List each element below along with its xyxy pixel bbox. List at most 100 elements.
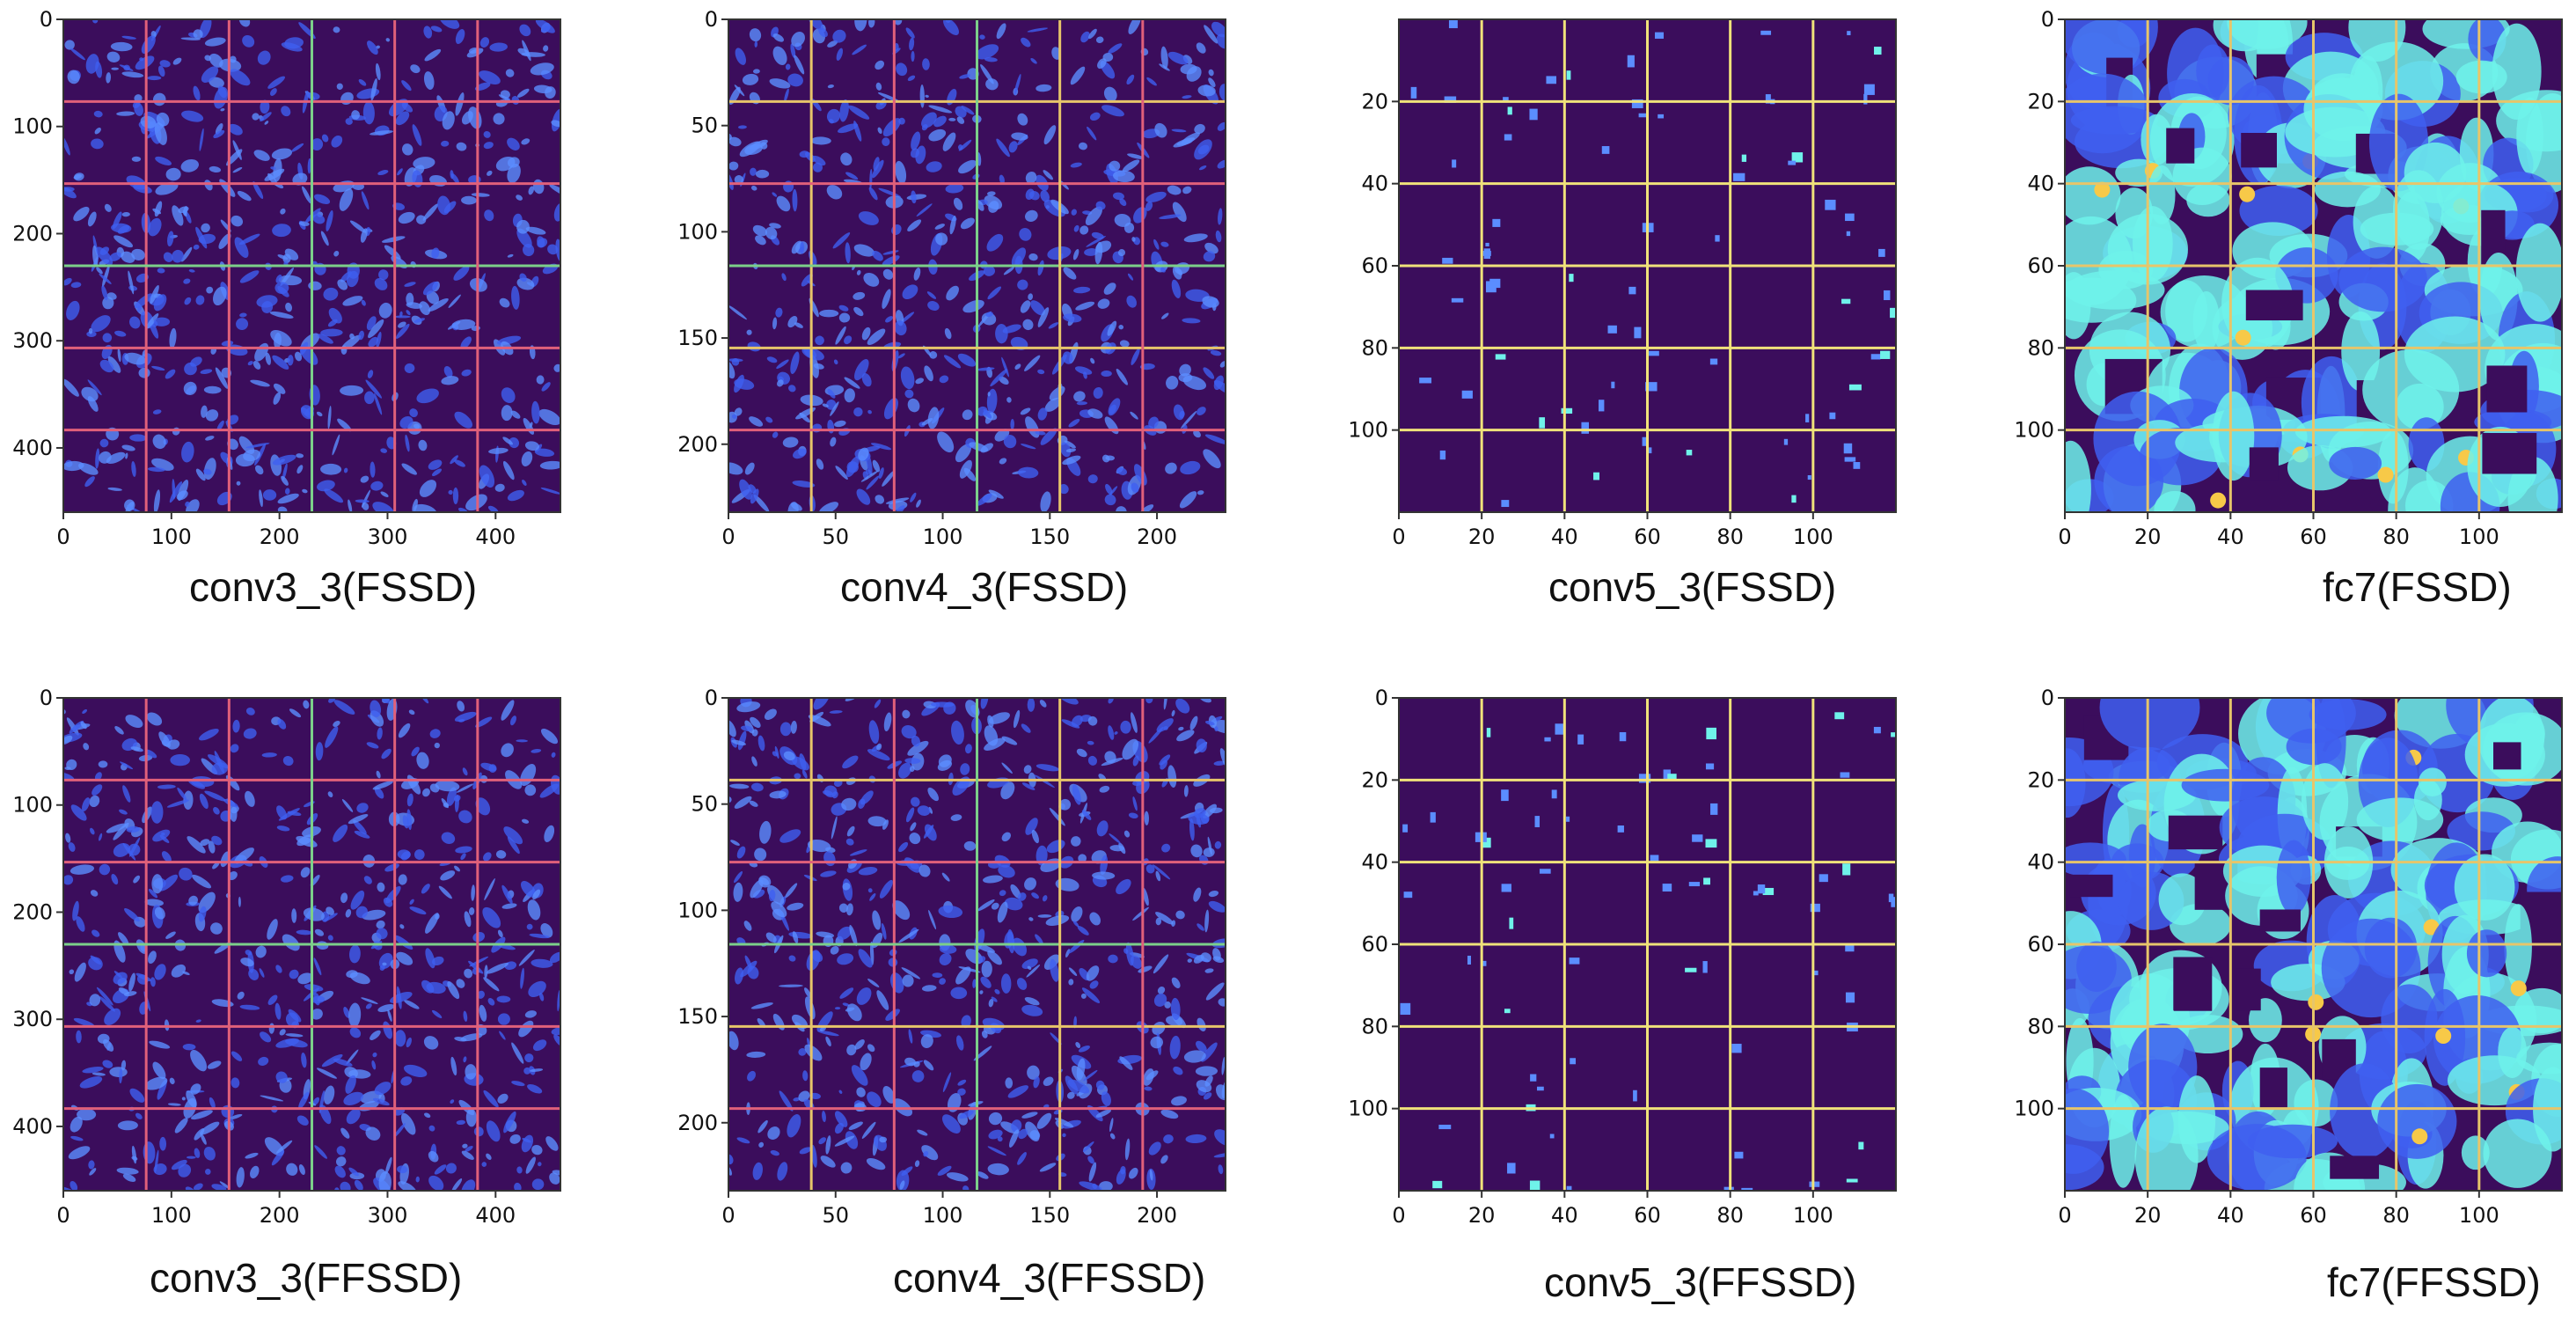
x-tick-label: 100	[2459, 525, 2499, 549]
y-tick-label: 150	[677, 326, 718, 350]
y-tick-label: 100	[12, 114, 53, 139]
x-tick-label: 60	[2300, 525, 2327, 549]
y-tick-label: 60	[2027, 253, 2054, 278]
y-tick-label: 0	[40, 7, 53, 32]
x-tick-label: 100	[151, 525, 192, 549]
x-tick-label: 100	[151, 1203, 192, 1228]
plot-frame	[728, 697, 1226, 1192]
panel-caption: conv4_3(FSSD)	[840, 564, 1129, 610]
x-tick-label: 100	[923, 525, 963, 549]
panel-caption: fc7(FSSD)	[2323, 564, 2512, 610]
x-tick-label: 20	[1468, 1203, 1496, 1228]
panel-caption: conv3_3(FFSSD)	[150, 1255, 463, 1301]
y-tick-label: 100	[1348, 1097, 1388, 1121]
y-tick-label: 80	[2027, 335, 2054, 360]
feature-map-image: 0 50 100 150 200 0 50 100 150 200	[677, 686, 1226, 1228]
x-tick-label: 80	[1716, 525, 1744, 549]
x-tick-label: 40	[2217, 525, 2244, 549]
x-tick-label: 80	[2382, 525, 2410, 549]
x-tick-label: 200	[1137, 525, 1177, 549]
feature-map-panel: 0 20 40 60 80 100 20 40 60 80 100	[1348, 18, 1897, 549]
feature-map-panel: 0 100 200 300 400 0 100 200 300 400	[12, 7, 561, 549]
y-tick-label: 0	[705, 686, 718, 710]
x-tick-label: 40	[1551, 1203, 1578, 1228]
y-tick-label: 40	[2027, 850, 2054, 875]
feature-map-panel: 0 20 40 60 80 100 0 20 40 60 80 100	[1348, 686, 1897, 1228]
y-tick-label: 80	[1361, 1014, 1388, 1038]
x-tick-label: 0	[2058, 1203, 2071, 1228]
plot-frame	[728, 18, 1226, 513]
y-tick-label: 40	[2027, 172, 2054, 196]
y-tick-label: 60	[1361, 253, 1388, 278]
plot-frame	[62, 18, 561, 513]
y-tick-label: 100	[677, 219, 718, 244]
x-tick-label: 50	[822, 1203, 849, 1228]
y-tick-label: 20	[2027, 89, 2054, 114]
x-tick-label: 400	[475, 1203, 516, 1228]
y-tick-label: 20	[1361, 767, 1388, 792]
x-tick-label: 100	[923, 1203, 963, 1228]
x-tick-label: 300	[368, 1203, 408, 1228]
y-tick-label: 100	[1348, 418, 1388, 443]
feature-map-panel: 0 50 100 150 200 0 50 100 150 200	[677, 7, 1226, 549]
feature-map-image: 0 50 100 150 200 0 50 100 150 200	[677, 7, 1226, 549]
panel-caption: conv5_3(FFSSD)	[1544, 1259, 1857, 1305]
y-tick-label: 200	[12, 899, 53, 924]
y-tick-label: 100	[2014, 418, 2054, 443]
y-tick-label: 200	[12, 221, 53, 246]
feature-map-image: 0 20 40 60 80 100 0 20 40 60 80 100	[2014, 7, 2563, 549]
x-tick-label: 0	[721, 1203, 735, 1228]
x-tick-label: 400	[475, 525, 516, 549]
feature-map-image: 0 100 200 300 400 0 100 200 300 400	[12, 686, 561, 1228]
y-tick-label: 40	[1361, 850, 1388, 875]
x-tick-label: 20	[2134, 1203, 2162, 1228]
x-tick-label: 200	[260, 525, 300, 549]
panel-caption: conv4_3(FFSSD)	[893, 1255, 1206, 1301]
x-tick-label: 100	[2459, 1203, 2499, 1228]
y-tick-label: 0	[2041, 686, 2054, 710]
x-tick-label: 40	[2217, 1203, 2244, 1228]
y-tick-label: 80	[2027, 1014, 2054, 1038]
y-tick-label: 100	[2014, 1097, 2054, 1121]
y-tick-label: 400	[12, 436, 53, 460]
x-tick-label: 40	[1551, 525, 1578, 549]
y-tick-label: 400	[12, 1114, 53, 1139]
y-tick-label: 200	[677, 432, 718, 457]
feature-map-image: 0 20 40 60 80 100 0 20 40 60 80 100	[1348, 686, 1897, 1228]
x-tick-label: 200	[1137, 1203, 1177, 1228]
y-tick-label: 60	[1361, 932, 1388, 957]
feature-map-panel: 0 20 40 60 80 100 0 20 40 60 80 100	[2014, 686, 2563, 1228]
x-tick-label: 150	[1029, 1203, 1070, 1228]
feature-map-image: 0 20 40 60 80 100 0 20 40 60 80 100	[2014, 686, 2563, 1228]
feature-map-panel: 0 100 200 300 400 0 100 200 300 400	[12, 686, 561, 1228]
x-tick-label: 100	[1793, 525, 1833, 549]
x-tick-label: 0	[56, 525, 70, 549]
x-tick-label: 60	[1634, 1203, 1661, 1228]
plot-frame	[62, 697, 561, 1192]
y-tick-label: 40	[1361, 172, 1388, 196]
y-tick-label: 0	[1375, 686, 1388, 710]
panel-caption: conv5_3(FSSD)	[1548, 564, 1837, 610]
y-tick-label: 20	[2027, 767, 2054, 792]
x-tick-label: 0	[2058, 525, 2071, 549]
feature-map-image: 0 20 40 60 80 100 20 40 60 80 100	[1348, 18, 1897, 549]
y-tick-label: 100	[677, 898, 718, 922]
x-tick-label: 0	[1392, 525, 1405, 549]
x-tick-label: 200	[260, 1203, 300, 1228]
x-tick-label: 0	[1392, 1203, 1405, 1228]
x-tick-label: 20	[1468, 525, 1496, 549]
panel-caption: fc7(FFSSD)	[2327, 1259, 2541, 1305]
x-tick-label: 80	[1716, 1203, 1744, 1228]
y-tick-label: 50	[691, 114, 718, 138]
feature-map-panel: 0 20 40 60 80 100 0 20 40 60 80 100	[2014, 7, 2563, 549]
x-tick-label: 60	[1634, 525, 1661, 549]
y-tick-label: 50	[691, 792, 718, 817]
feature-map-image: 0 100 200 300 400 0 100 200 300 400	[12, 7, 561, 549]
y-tick-label: 0	[40, 686, 53, 710]
y-tick-label: 80	[1361, 335, 1388, 360]
y-tick-label: 300	[12, 1007, 53, 1031]
y-tick-label: 300	[12, 328, 53, 353]
y-tick-label: 150	[677, 1004, 718, 1029]
x-tick-label: 0	[56, 1203, 70, 1228]
